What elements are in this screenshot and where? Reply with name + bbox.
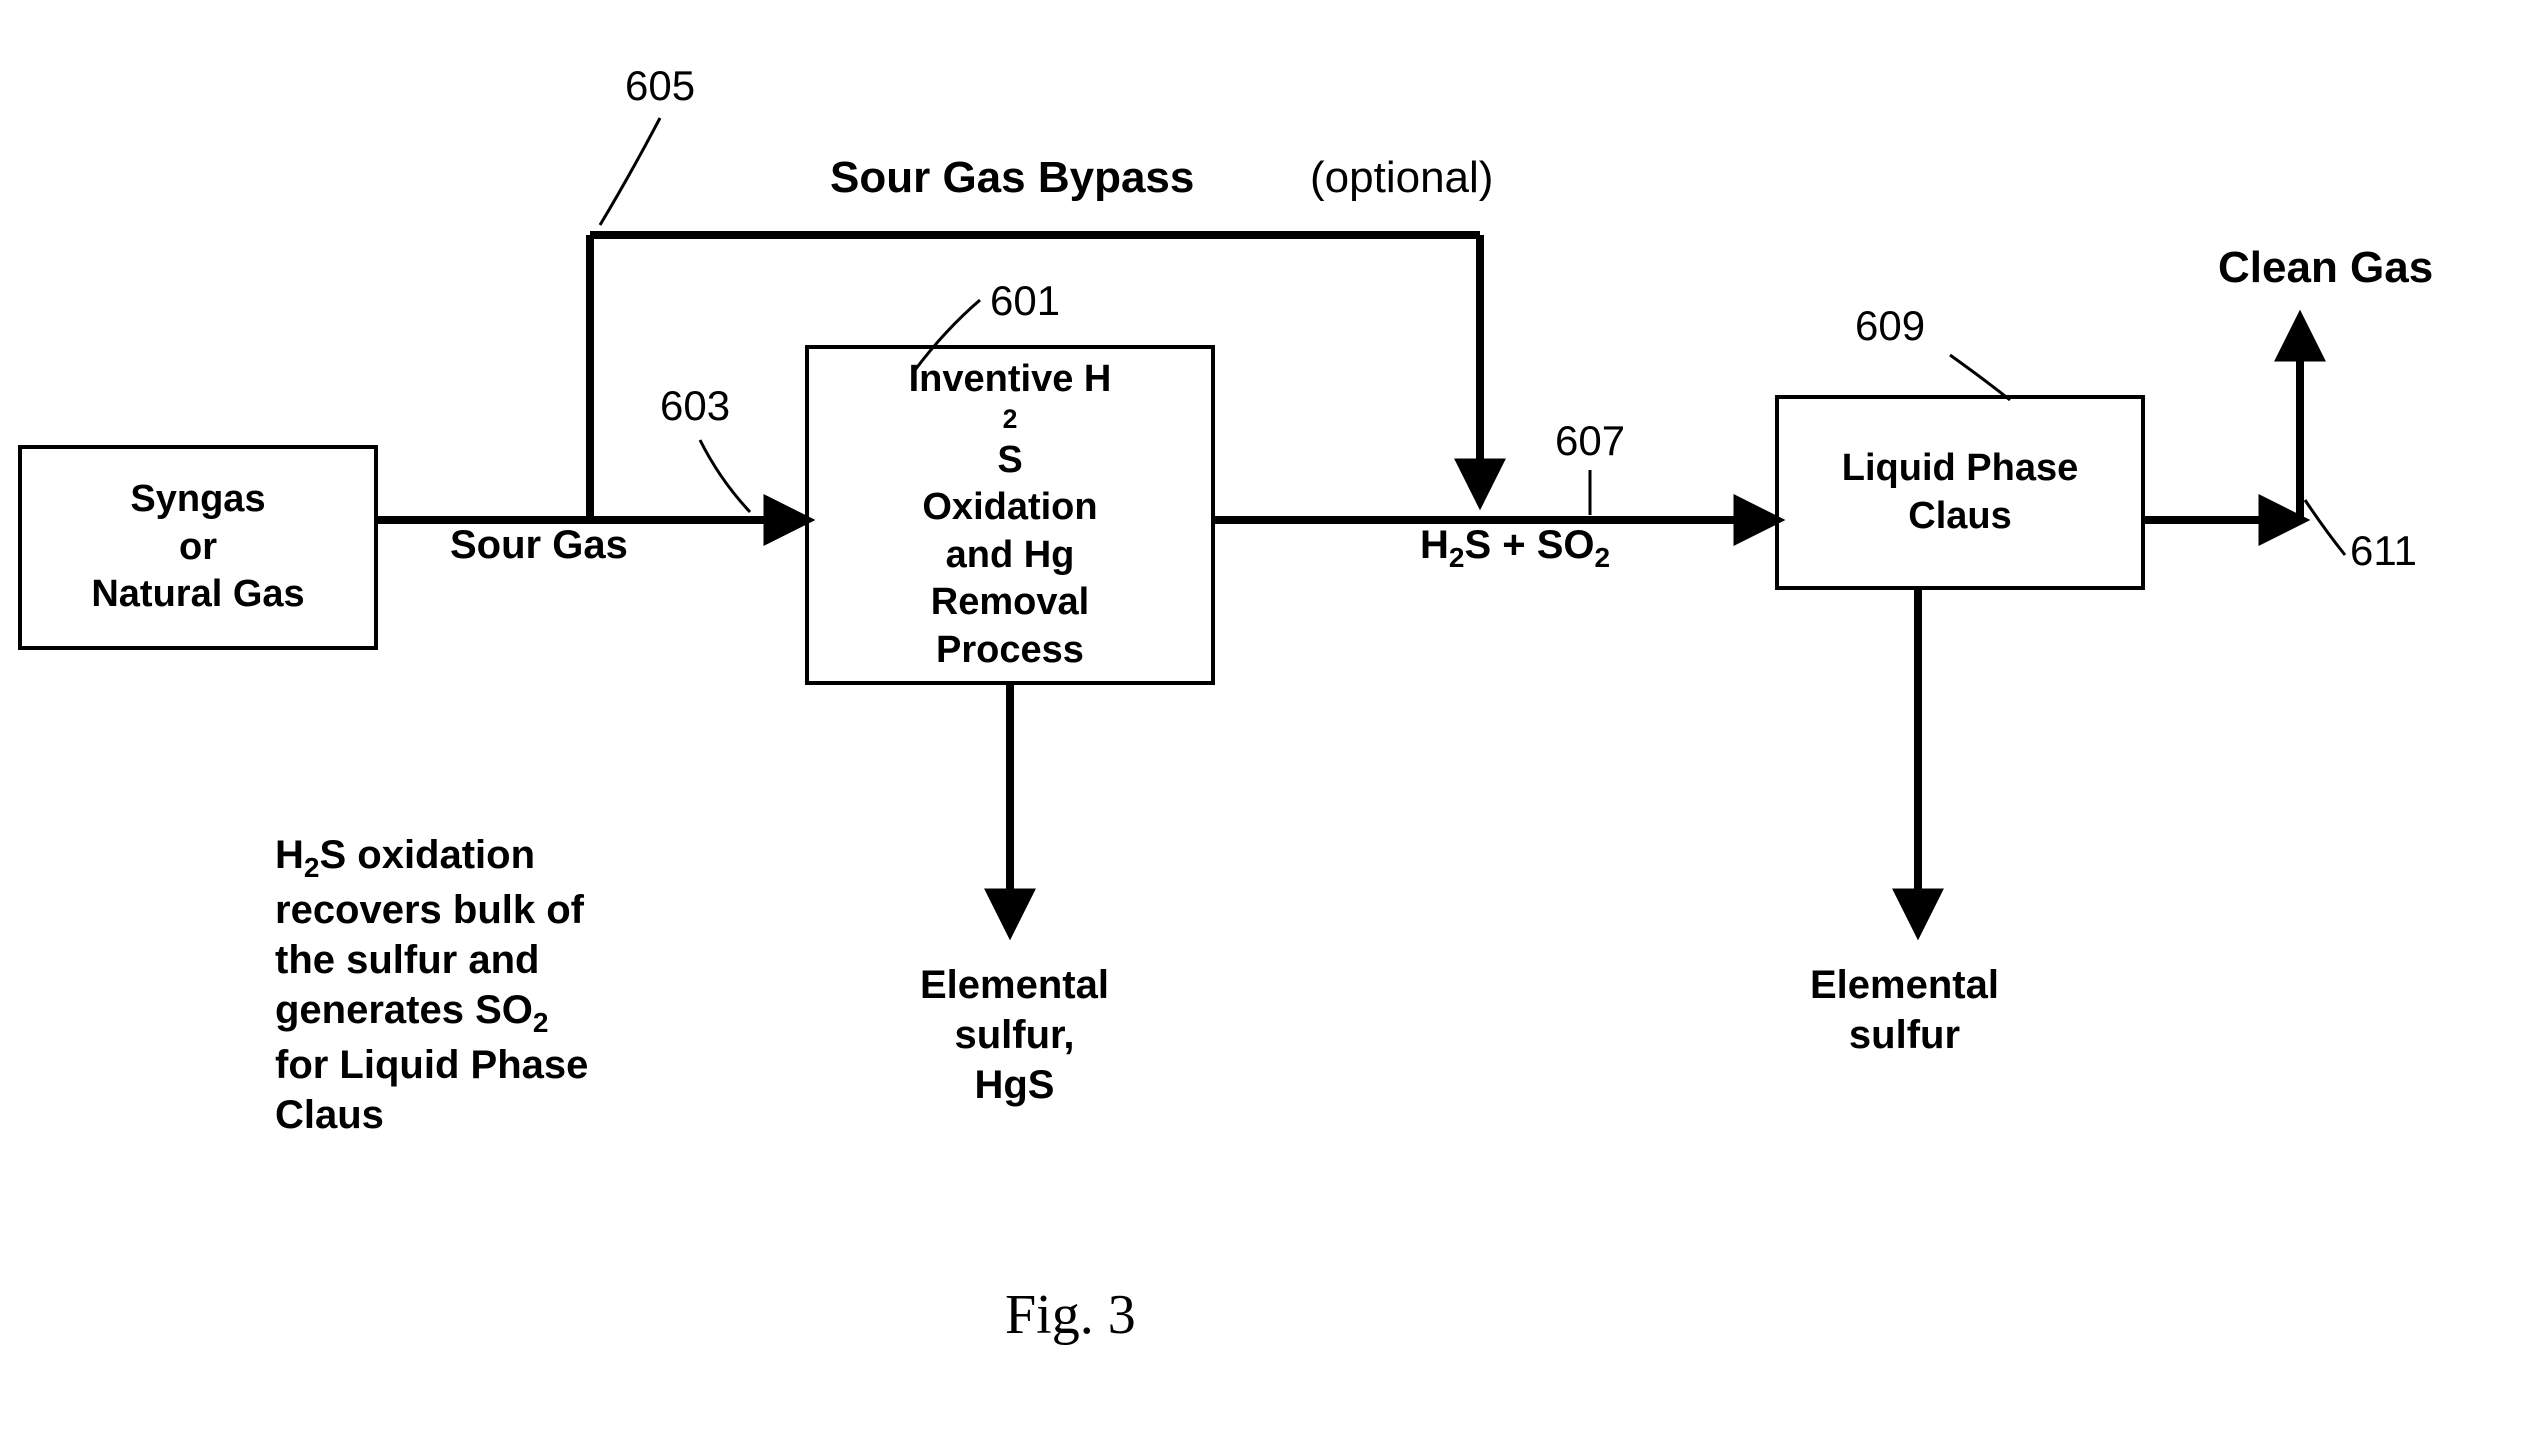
reference-603: 603 — [660, 380, 730, 433]
label-output-elemental-sulfur: Elementalsulfur — [1810, 960, 1999, 1060]
node-liquid-phase-claus: Liquid PhaseClaus — [1775, 395, 2145, 590]
reference-605: 605 — [625, 60, 695, 113]
figure-caption: Fig. 3 — [1005, 1280, 1136, 1350]
reference-607: 607 — [1555, 415, 1625, 468]
label-output-elemental-sulfur-hgs: Elementalsulfur,HgS — [920, 960, 1109, 1110]
label-sour-gas: Sour Gas — [450, 520, 628, 570]
label-h2s-so2: H2S + SO2 — [1420, 520, 1610, 575]
label-process-note: H2S oxidationrecovers bulk ofthe sulfur … — [275, 830, 588, 1140]
label-sour-gas-bypass: Sour Gas Bypass — [830, 150, 1194, 205]
label-optional: (optional) — [1310, 150, 1493, 205]
figure-canvas: SyngasorNatural Gas Inventive H2SOxidati… — [0, 0, 2524, 1430]
diagram-arrows — [0, 0, 2524, 1430]
reference-611: 611 — [2350, 525, 2417, 578]
label-clean-gas: Clean Gas — [2218, 240, 2433, 295]
node-oxidation: Inventive H2SOxidationand HgRemovalProce… — [805, 345, 1215, 685]
node-source: SyngasorNatural Gas — [18, 445, 378, 650]
reference-609: 609 — [1855, 300, 1925, 353]
reference-601: 601 — [990, 275, 1060, 328]
